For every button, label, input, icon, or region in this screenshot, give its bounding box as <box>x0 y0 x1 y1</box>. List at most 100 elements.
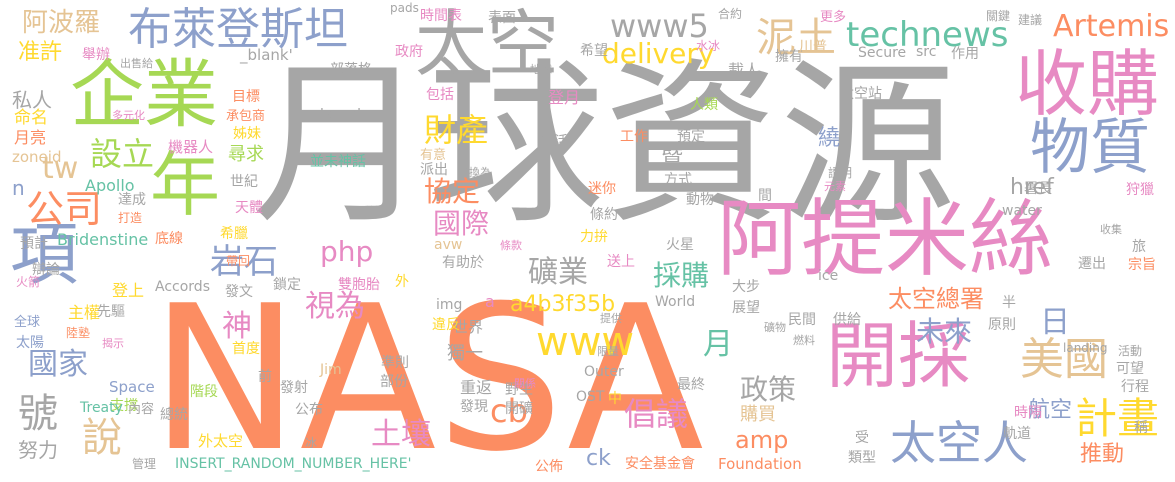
word: 目標 <box>232 89 260 105</box>
word: 並未神話 <box>310 154 366 170</box>
word: 鎖定 <box>273 277 301 293</box>
word: 時隔 <box>1014 405 1042 421</box>
word: 類型 <box>848 450 876 466</box>
word: 收集 <box>1100 223 1122 236</box>
word: a4b3f35b <box>510 292 616 317</box>
word: 發現 <box>460 399 488 415</box>
word: 半 <box>1002 295 1016 311</box>
word: 美國 <box>1020 334 1108 385</box>
word: 未來 <box>916 315 973 348</box>
word: 阿波羅 <box>22 8 101 38</box>
word: 稱 <box>1134 420 1148 436</box>
word: 准許 <box>18 40 63 65</box>
word: 雙胞胎 <box>338 277 380 293</box>
word: 出售給 <box>120 57 153 70</box>
word: 民間 <box>788 312 816 328</box>
word: 活動 <box>1118 344 1143 358</box>
word: 舉辦 <box>82 47 110 63</box>
word: 泥土 <box>756 15 836 61</box>
word: 安全基金會 <box>625 456 695 472</box>
word: 地球 <box>530 63 552 76</box>
word: ice <box>818 268 839 284</box>
word: 狩獵 <box>1126 182 1154 198</box>
word: 世紀 <box>230 174 258 190</box>
word: 大步 <box>732 279 760 295</box>
word: 發射 <box>280 380 308 396</box>
word: 人類 <box>690 97 718 113</box>
word: 揭示 <box>102 337 124 350</box>
word: 開採 <box>826 314 971 398</box>
word: img <box>436 297 463 313</box>
word: landing <box>1063 341 1108 355</box>
word: technews <box>846 15 1009 55</box>
word: 關鍵 <box>986 9 1011 23</box>
word: php <box>320 235 374 268</box>
word: 採購 <box>653 259 710 292</box>
word: _blank' <box>240 46 293 64</box>
word: 姊妹 <box>233 126 261 142</box>
word: avw <box>434 237 463 253</box>
word: 轉換為 <box>458 166 491 179</box>
word: 暨 <box>661 144 684 169</box>
word: 內容 <box>128 402 155 417</box>
word: 準則 <box>381 355 409 371</box>
word: 行程 <box>1121 379 1149 395</box>
word: 燃料 <box>793 334 815 347</box>
word: 開礦 <box>505 401 533 417</box>
word: 總統 <box>160 407 188 423</box>
word: 登月 <box>548 88 581 107</box>
word: 元素 <box>824 180 846 193</box>
word: 送上 <box>607 254 635 270</box>
word: 推動 <box>1080 442 1125 467</box>
word: 登上 <box>112 281 145 300</box>
word: 機器人 <box>168 138 214 156</box>
word: 時間表 <box>420 8 462 24</box>
word: 礦業 <box>528 255 588 290</box>
word: 川普 <box>799 39 827 55</box>
word: 管理 <box>132 457 157 471</box>
word: 供給 <box>833 312 861 328</box>
word: 外 <box>395 274 409 290</box>
word: Artemis <box>1053 9 1170 44</box>
word: 協定 <box>424 175 481 208</box>
word: 太空總署 <box>888 285 984 313</box>
word: 更多 <box>820 10 847 25</box>
word: 支撐 <box>110 398 138 414</box>
word: www5 <box>610 7 709 45</box>
word: 野生 <box>505 382 533 398</box>
word: 物質 <box>1030 113 1150 183</box>
word: 日 <box>1040 305 1070 340</box>
word: 表面 <box>488 10 516 26</box>
word: 財產 <box>424 111 489 149</box>
word: 獨一 <box>447 343 483 364</box>
word: 倡議 <box>624 395 689 433</box>
word: 可望 <box>1116 361 1144 377</box>
word: tw <box>42 151 79 186</box>
word: 帶回 <box>226 254 251 268</box>
word: a <box>485 292 495 311</box>
word: 公布 <box>295 402 323 418</box>
word: OST <box>576 389 605 405</box>
word: 提供 <box>600 312 622 325</box>
word: Space <box>109 378 155 396</box>
word: href <box>1010 175 1054 200</box>
word: 條款 <box>500 239 522 252</box>
word: 建議 <box>1018 13 1043 27</box>
word: Foundation <box>718 455 802 473</box>
word: 違反 <box>432 317 460 333</box>
word: 神 <box>222 309 252 344</box>
word: 多元化 <box>112 109 145 122</box>
word: pads <box>390 1 419 15</box>
word: 航空 <box>1028 398 1073 423</box>
word: 太空人 <box>890 416 1028 470</box>
word: 尋求 <box>228 144 264 165</box>
word: 載人 <box>728 61 761 80</box>
word: zoneid <box>12 148 62 166</box>
word: 阿提米絲 <box>717 190 1054 288</box>
word: www <box>536 319 635 365</box>
word: 希望 <box>580 43 608 59</box>
word: Accords <box>155 279 210 295</box>
word: 間 <box>758 188 772 204</box>
word: 力拚 <box>580 229 608 245</box>
